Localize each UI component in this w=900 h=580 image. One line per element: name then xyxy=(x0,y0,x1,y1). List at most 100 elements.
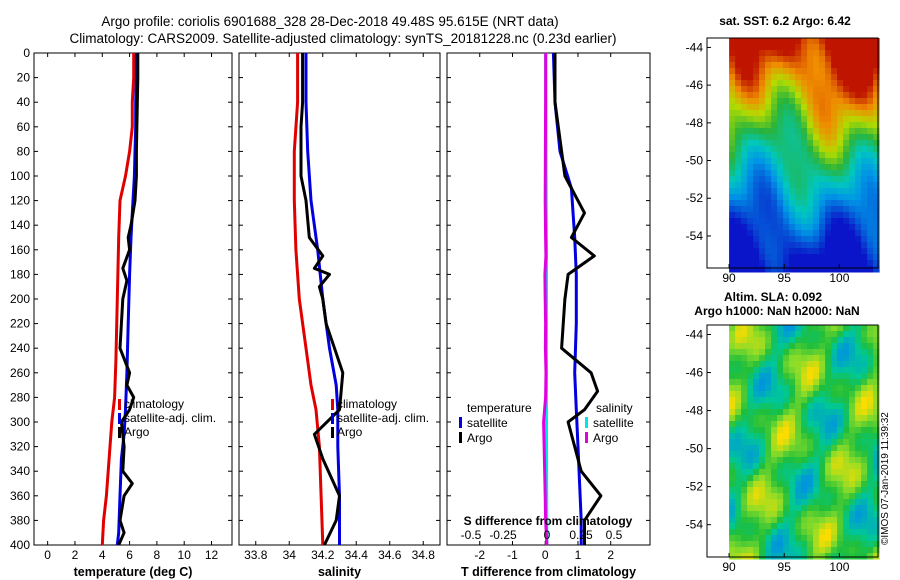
x-tick-label: 2 xyxy=(72,548,79,562)
x-axis-label: salinity xyxy=(318,565,361,579)
y-tick-label: 400 xyxy=(10,538,30,552)
y-tick-label: 140 xyxy=(10,218,30,232)
legend-swatch xyxy=(331,413,334,424)
y-tick-label: 200 xyxy=(10,292,30,306)
top-tick-label: -0.5 xyxy=(461,528,482,542)
top-axis-label: S difference from climatology xyxy=(464,514,633,528)
y-tick-label: 180 xyxy=(10,267,30,281)
y-tick-label: 80 xyxy=(17,144,31,158)
map-y-tick-label: -44 xyxy=(686,40,704,54)
x-tick-label: 33.8 xyxy=(244,548,268,562)
legend-swatch xyxy=(331,427,334,438)
y-tick-label: 160 xyxy=(10,243,30,257)
series-line-t-argo xyxy=(553,53,603,545)
legend-swatch xyxy=(459,432,462,443)
x-axis-label: T difference from climatology xyxy=(461,565,636,579)
legend-entry: Argo xyxy=(467,431,493,445)
map-y-tick-label: -46 xyxy=(686,366,704,380)
map-title: Altim. SLA: 0.092 xyxy=(724,290,822,304)
map-subtitle: Argo h1000: NaN h2000: NaN xyxy=(694,304,859,318)
legend-swatch xyxy=(331,399,334,410)
x-tick-label: 0 xyxy=(44,548,51,562)
series-line-s-argo xyxy=(542,52,549,546)
legend-entry: Argo xyxy=(337,425,363,439)
legend-swatch xyxy=(118,413,121,424)
map-frame xyxy=(706,37,879,269)
x-tick-label: -2 xyxy=(474,548,485,562)
y-tick-label: 240 xyxy=(10,341,30,355)
title-line2: Climatology: CARS2009. Satellite-adjuste… xyxy=(69,31,616,46)
x-tick-label: 8 xyxy=(154,548,161,562)
series-line-climatology xyxy=(100,53,136,546)
y-tick-label: 0 xyxy=(23,46,30,60)
y-tick-label: 40 xyxy=(17,95,31,109)
y-tick-label: 100 xyxy=(10,169,30,183)
x-tick-label: 0 xyxy=(542,548,549,562)
salinity-panel: 33.8 34 34.2 34.4 34.6 34.8 salinity climatolog… xyxy=(238,52,441,579)
y-tick-label: 280 xyxy=(10,390,30,404)
top-tick-label: -0.25 xyxy=(489,528,517,542)
map-y-tick-label: -48 xyxy=(686,116,704,130)
legend-swatch xyxy=(118,427,121,438)
x-tick-label: 6 xyxy=(126,548,133,562)
heatmap-cells xyxy=(729,325,880,560)
legend-entry: satellite xyxy=(467,416,508,430)
legend-entry: satellite xyxy=(593,416,634,430)
map-x-tick-label: 100 xyxy=(829,560,849,574)
x-tick-label: 2 xyxy=(607,548,614,562)
sst-map-panel: -44 -46 -48 -50 -52 -54 90 95 100 sat. SST: 6.2 A… xyxy=(686,14,880,285)
series-line-argo xyxy=(117,53,140,546)
y-tick-label: 220 xyxy=(10,317,30,331)
y-tick-label: 320 xyxy=(10,440,30,454)
x-tick-label: 4 xyxy=(99,548,106,562)
x-tick-label: 34.4 xyxy=(345,548,369,562)
y-tick-label: 360 xyxy=(10,489,30,503)
map-x-tick-label: 90 xyxy=(722,271,736,285)
map-y-tick-label: -54 xyxy=(686,518,704,532)
legend-title: temperature xyxy=(467,401,532,415)
x-tick-label: 34 xyxy=(283,548,297,562)
watermark: ©IMOS 07-Jan-2019 11:39:32 xyxy=(880,412,891,545)
map-x-tick-label: 90 xyxy=(722,560,736,574)
y-tick-label: 380 xyxy=(10,513,30,527)
legend-swatch xyxy=(585,432,588,443)
series-line-t-satellite xyxy=(551,52,583,545)
x-tick-label: 12 xyxy=(205,548,219,562)
series-line-argo xyxy=(299,53,345,546)
legend-entry: satellite-adj. clim. xyxy=(337,411,429,425)
top-tick-label: 0.5 xyxy=(606,528,623,542)
legend-swatch xyxy=(585,417,588,428)
x-axis-label: temperature (deg C) xyxy=(74,565,193,579)
legend-swatch xyxy=(118,399,121,410)
map-y-tick-label: -50 xyxy=(686,442,704,456)
y-tick-label: 340 xyxy=(10,464,30,478)
map-x-tick-label: 100 xyxy=(829,271,849,285)
x-tick-label: 34.2 xyxy=(311,548,335,562)
difference-panel: -2 -1 0 1 2 T difference from climatology temp… xyxy=(446,52,651,579)
legend-entry: satellite-adj. clim. xyxy=(124,411,216,425)
x-tick-label: -1 xyxy=(507,548,518,562)
title-line1: Argo profile: coriolis 6901688_328 28-De… xyxy=(101,14,558,29)
y-tick-label: 60 xyxy=(17,120,31,134)
map-y-tick-label: -46 xyxy=(686,78,704,92)
map-frame xyxy=(706,324,879,558)
top-tick-label: 0.25 xyxy=(569,528,593,542)
legend-swatch xyxy=(459,417,462,428)
y-tick-label: 20 xyxy=(17,71,31,85)
map-y-tick-label: -50 xyxy=(686,154,704,168)
top-tick-label: 0 xyxy=(544,528,551,542)
legend-entry: climatology xyxy=(124,397,184,411)
legend-entry: Argo xyxy=(124,425,150,439)
map-y-tick-label: -54 xyxy=(686,229,704,243)
temperature-panel: 0204060801001201401601802002202402602803… xyxy=(10,46,233,579)
map-y-tick-label: -52 xyxy=(686,480,704,494)
map-y-tick-label: -52 xyxy=(686,191,704,205)
y-tick-label: 120 xyxy=(10,194,30,208)
map-x-tick-label: 95 xyxy=(778,271,792,285)
x-tick-label: 10 xyxy=(178,548,192,562)
legend-entry: climatology xyxy=(337,397,397,411)
series-line-climatology xyxy=(292,53,325,546)
legend-title: salinity xyxy=(596,401,633,415)
sla-map-panel: -44 -46 -48 -50 -52 -54 90 95 100 Altim. SLA: 0.0… xyxy=(686,290,880,574)
